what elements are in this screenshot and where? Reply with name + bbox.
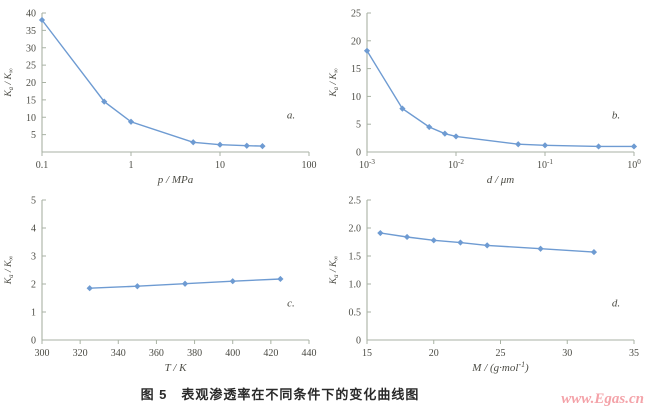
svg-text:0: 0 (356, 336, 361, 347)
svg-text:a.: a. (287, 110, 295, 122)
svg-text:30: 30 (26, 43, 36, 54)
chart-d-svg: 15 20 25 30 35 0 0.5 1.0 1.5 2.0 2.5 M / (g·mol-1) K… (329, 196, 639, 375)
caption-title: 表观渗透率在不同条件下的变化曲线图 (181, 387, 420, 402)
svg-text:400: 400 (225, 348, 240, 359)
svg-text:T / K: T / K (165, 362, 187, 374)
svg-text:420: 420 (263, 348, 278, 359)
svg-text:30: 30 (562, 348, 572, 359)
svg-text:10: 10 (26, 113, 36, 124)
svg-text:3: 3 (31, 252, 36, 263)
svg-text:4: 4 (31, 224, 36, 235)
svg-text:1: 1 (31, 308, 36, 319)
chart-a-svg: 0.1 1 10 100 5 10 15 20 25 30 35 40 p / MPa Ka / K∞ a. (4, 9, 317, 187)
chart-b-svg: 10-3 10-2 10-1 100 0 5 10 15 20 25 d / μm Ka / K∞ b. (329, 9, 641, 187)
svg-text:25: 25 (496, 348, 506, 359)
svg-text:35: 35 (26, 26, 36, 37)
chart-panel-d: 15 20 25 30 35 0 0.5 1.0 1.5 2.0 2.5 M / (g·mol-1) K… (325, 187, 650, 380)
svg-text:5: 5 (356, 120, 361, 131)
svg-text:c.: c. (287, 297, 295, 309)
figure-caption: 图 5 表观渗透率在不同条件下的变化曲线图 (0, 384, 650, 404)
svg-text:360: 360 (149, 348, 164, 359)
svg-text:300: 300 (35, 348, 50, 359)
svg-text:320: 320 (73, 348, 88, 359)
svg-text:20: 20 (351, 36, 361, 47)
svg-text:35: 35 (629, 348, 639, 359)
svg-text:340: 340 (111, 348, 126, 359)
svg-text:d.: d. (612, 297, 620, 309)
svg-text:2.5: 2.5 (349, 196, 362, 207)
svg-text:Ka / K∞: Ka / K∞ (329, 68, 340, 97)
svg-text:10-1: 10-1 (537, 158, 553, 171)
svg-text:20: 20 (429, 348, 439, 359)
chart-panel-a: 0.1 1 10 100 5 10 15 20 25 30 35 40 p / MPa Ka / K∞ a. (0, 0, 325, 192)
svg-text:0.5: 0.5 (349, 308, 362, 319)
svg-text:10-3: 10-3 (359, 158, 375, 171)
svg-text:0.1: 0.1 (36, 160, 49, 171)
svg-text:10-2: 10-2 (448, 158, 464, 171)
svg-text:b.: b. (612, 110, 620, 122)
svg-text:20: 20 (26, 78, 36, 89)
svg-text:Ka / K∞: Ka / K∞ (4, 68, 15, 97)
svg-text:Ka / K∞: Ka / K∞ (4, 256, 15, 285)
svg-text:1.5: 1.5 (349, 252, 362, 263)
svg-text:0: 0 (31, 336, 36, 347)
svg-text:2: 2 (31, 280, 36, 291)
svg-text:2.0: 2.0 (349, 224, 362, 235)
svg-text:5: 5 (31, 196, 36, 207)
svg-text:15: 15 (26, 95, 36, 106)
svg-text:1.0: 1.0 (349, 280, 362, 291)
svg-text:10: 10 (215, 160, 225, 171)
svg-text:5: 5 (31, 130, 36, 141)
svg-text:Ka / K∞: Ka / K∞ (329, 256, 340, 285)
svg-text:380: 380 (187, 348, 202, 359)
watermark: www.Egas.cn (561, 391, 644, 407)
svg-text:10: 10 (351, 92, 361, 103)
svg-text:100: 100 (302, 160, 317, 171)
svg-text:p / MPa: p / MPa (157, 174, 194, 186)
chart-panel-b: 10-3 10-2 10-1 100 0 5 10 15 20 25 d / μm Ka / K∞ b. (325, 0, 650, 192)
svg-text:440: 440 (302, 348, 317, 359)
svg-text:M / (g·mol-1): M / (g·mol-1) (471, 360, 529, 374)
caption-number: 图 5 (140, 387, 168, 402)
svg-text:25: 25 (351, 9, 361, 20)
svg-text:0: 0 (356, 148, 361, 159)
chart-c-svg: 300 320 340 360 380 400 420 440 0 1 2 3 4 5 T / K Ka / … (4, 196, 317, 375)
svg-text:100: 100 (627, 158, 641, 171)
svg-text:25: 25 (26, 61, 36, 72)
svg-text:d / μm: d / μm (487, 174, 515, 186)
svg-text:15: 15 (351, 64, 361, 75)
chart-panel-c: 300 320 340 360 380 400 420 440 0 1 2 3 4 5 T / K Ka / … (0, 187, 325, 380)
svg-text:40: 40 (26, 9, 36, 20)
svg-text:15: 15 (362, 348, 372, 359)
svg-text:1: 1 (129, 160, 134, 171)
